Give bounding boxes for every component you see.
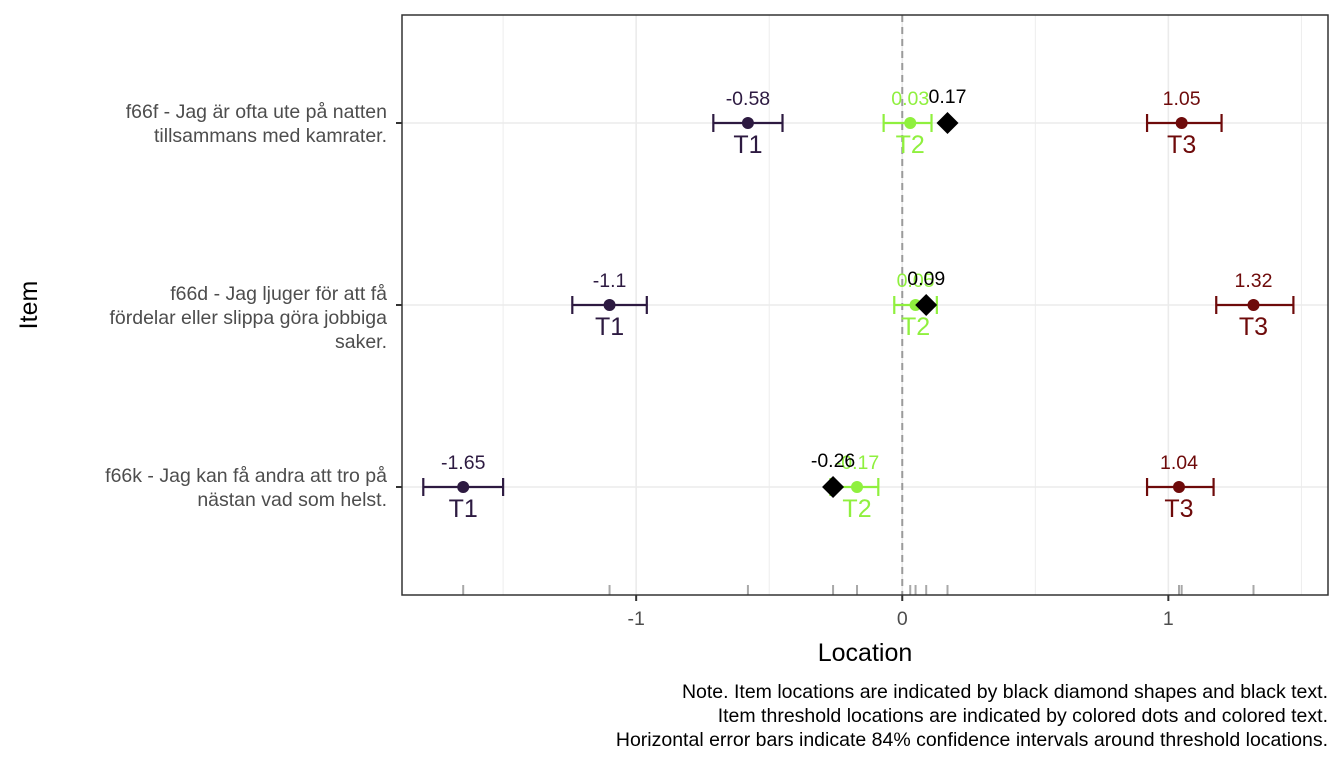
threshold-name-label: T1 xyxy=(595,313,624,341)
threshold-point xyxy=(457,481,470,493)
threshold-point xyxy=(1175,117,1188,129)
threshold-name-label: T2 xyxy=(896,131,925,159)
threshold-name-label: T1 xyxy=(449,495,478,523)
item-location-diamond xyxy=(936,112,959,134)
threshold-name-label: T1 xyxy=(733,131,762,159)
chart-note: Note. Item locations are indicated by bl… xyxy=(616,680,1328,752)
y-tick-label: f66k - Jag kan få andra att tro på xyxy=(105,465,387,487)
threshold-point xyxy=(1172,481,1185,493)
threshold-value-label: -0.17 xyxy=(835,452,879,474)
threshold-value-label: -0.58 xyxy=(726,88,770,110)
threshold-name-label: T3 xyxy=(1167,131,1196,159)
threshold-point xyxy=(851,481,864,493)
threshold-point xyxy=(904,117,917,129)
x-tick-label: -1 xyxy=(627,608,644,630)
threshold-value-label: 0.05 xyxy=(897,270,935,292)
item-location-label: 0.17 xyxy=(929,86,967,108)
threshold-value-label: -1.1 xyxy=(593,270,627,292)
y-tick-label: fördelar eller slippa göra jobbiga xyxy=(109,307,387,329)
item-location-diamond xyxy=(915,294,938,316)
threshold-point xyxy=(1247,299,1260,311)
threshold-name-label: T2 xyxy=(901,313,930,341)
y-tick-label: nästan vad som helst. xyxy=(197,489,387,511)
item-location-label: 0.09 xyxy=(907,268,945,290)
threshold-point xyxy=(741,117,754,129)
note-line-2: Item threshold locations are indicated b… xyxy=(717,705,1328,727)
threshold-point xyxy=(603,299,616,311)
item-row: -1.1 T1 0.05 T2 1.32 T3 0.09 xyxy=(571,268,1295,341)
y-tick-label: f66d - Jag ljuger för att få xyxy=(170,283,387,305)
y-tick-label: saker. xyxy=(335,331,387,353)
note-line-1: Note. Item locations are indicated by bl… xyxy=(681,681,1328,703)
item-location-diamond xyxy=(822,476,845,498)
threshold-value-label: 0.03 xyxy=(891,88,929,110)
note-line-3: Horizontal error bars indicate 84% confi… xyxy=(615,729,1328,751)
item-row: -1.65 T1 -0.17 T2 1.04 T3 -0.26 xyxy=(422,450,1215,523)
threshold-name-label: T2 xyxy=(842,495,871,523)
x-tick-label: 1 xyxy=(1163,608,1174,630)
x-axis-title: Location xyxy=(818,639,913,667)
rug-ticks xyxy=(462,585,1255,595)
item-location-label: -0.26 xyxy=(811,450,855,472)
threshold-value-label: 1.04 xyxy=(1160,452,1198,474)
threshold-name-label: T3 xyxy=(1239,313,1268,341)
y-tick-label: tillsammans med kamrater. xyxy=(154,125,387,147)
item-row: -0.58 T1 0.03 T2 1.05 T3 0.17 xyxy=(712,86,1223,159)
y-tick-label: f66f - Jag är ofta ute på natten xyxy=(126,101,387,123)
panel-border xyxy=(401,14,1329,596)
threshold-value-label: 1.32 xyxy=(1235,270,1273,292)
threshold-name-label: T3 xyxy=(1164,495,1193,523)
y-axis-title: Item xyxy=(15,281,43,330)
threshold-value-label: -1.65 xyxy=(441,452,486,474)
threshold-value-label: 1.05 xyxy=(1163,88,1201,110)
x-tick-label: 0 xyxy=(897,608,908,630)
